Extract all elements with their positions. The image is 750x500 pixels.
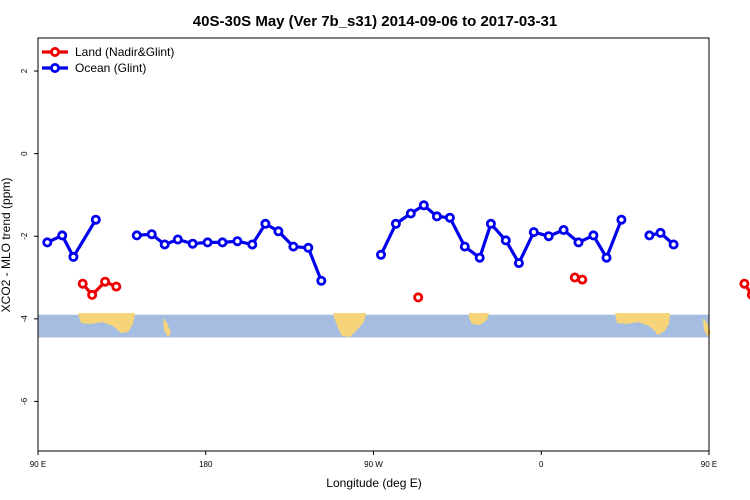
land-series-line [81, 280, 117, 297]
ocean-data-point [146, 229, 157, 240]
ocean-data-point [528, 227, 539, 238]
ocean-data-point [485, 218, 496, 229]
ocean-data-point [390, 218, 401, 229]
ocean-data-point [459, 241, 470, 252]
ocean-data-point [513, 258, 524, 269]
ocean-data-point [418, 200, 429, 211]
ocean-data-point [68, 251, 79, 262]
ocean-data-point [500, 235, 511, 246]
y-axis: 2 0 -2 -4 -6 [20, 68, 38, 405]
y-tick-label: 2 [20, 68, 29, 73]
x-tick-label: 90 E [30, 460, 46, 469]
ocean-band [38, 314, 709, 338]
plot-frame [37, 37, 710, 452]
newzealand-land [163, 318, 171, 337]
ocean-data-point [90, 214, 101, 225]
ocean-data-point [474, 252, 485, 263]
land-data-point [111, 281, 122, 292]
legend-marker-land [50, 47, 61, 58]
x-tick-label: 0 [539, 460, 544, 469]
ocean-data-point [260, 218, 271, 229]
ocean-data-point [375, 249, 386, 260]
ocean-series-line [46, 218, 98, 259]
ocean-data-point [655, 227, 666, 238]
land-data-point [577, 274, 588, 285]
ocean-data-point [172, 234, 183, 245]
ocean-data-point [187, 238, 198, 249]
ocean-data-point [273, 226, 284, 237]
land-data-point [77, 278, 88, 289]
x-axis-label: Longitude (deg E) [326, 476, 421, 490]
ocean-data-point [42, 237, 53, 248]
land-data-point [87, 289, 98, 300]
australia-land [78, 313, 135, 333]
ocean-data-point [202, 237, 213, 248]
x-tick-label: 90 W [364, 460, 383, 469]
ocean-data-point [57, 230, 68, 241]
ocean-data-point [232, 236, 243, 247]
legend-marker-ocean [50, 63, 61, 74]
land-data-point [739, 278, 750, 289]
africa-land [469, 313, 489, 325]
ocean-data-point [288, 241, 299, 252]
y-tick-label: -6 [20, 397, 29, 405]
ocean-data-point [644, 230, 655, 241]
ocean-data-point [316, 275, 327, 286]
land-data-point [100, 276, 111, 287]
y-axis-label: XCO2 - MLO trend (ppm) [0, 178, 13, 313]
ocean-series-line [379, 203, 623, 265]
ocean-data-point [217, 237, 228, 248]
x-tick-label: 90 E [701, 460, 717, 469]
ocean-data-point [247, 239, 258, 250]
ocean-data-point [588, 230, 599, 241]
ocean-data-point [543, 231, 554, 242]
legend-label-land: Land (Nadir&Glint) [75, 45, 174, 59]
y-tick-label: -2 [20, 232, 29, 240]
tasmania-land [656, 327, 662, 335]
y-tick-label: 0 [20, 151, 29, 156]
x-axis: 90 E 180 90 W 0 90 E [30, 451, 717, 469]
ocean-data-point [444, 212, 455, 223]
ocean-data-point [668, 239, 679, 250]
ocean-data-point [131, 230, 142, 241]
ocean-series-line [136, 222, 323, 282]
x-tick-label: 180 [199, 460, 213, 469]
ocean-data-point [159, 239, 170, 250]
ocean-data-point [601, 252, 612, 263]
continent-map-strip [38, 313, 711, 338]
chart-title: 40S-30S May (Ver 7b_s31) 2014-09-06 to 2… [193, 13, 557, 30]
ocean-data-point [616, 214, 627, 225]
plot-series [42, 200, 750, 303]
y-tick-label: -4 [20, 315, 29, 323]
ocean-data-point [558, 224, 569, 235]
ocean-data-point [405, 208, 416, 219]
land-series-line [743, 282, 750, 295]
legend-label-ocean: Ocean (Glint) [75, 61, 146, 75]
land-data-point [413, 292, 424, 303]
southamerica-land [333, 313, 366, 337]
ocean-data-point [573, 237, 584, 248]
ocean-data-point [303, 242, 314, 253]
legend: Land (Nadir&Glint) Ocean (Glint) [42, 45, 174, 75]
ocean-data-point [431, 211, 442, 222]
